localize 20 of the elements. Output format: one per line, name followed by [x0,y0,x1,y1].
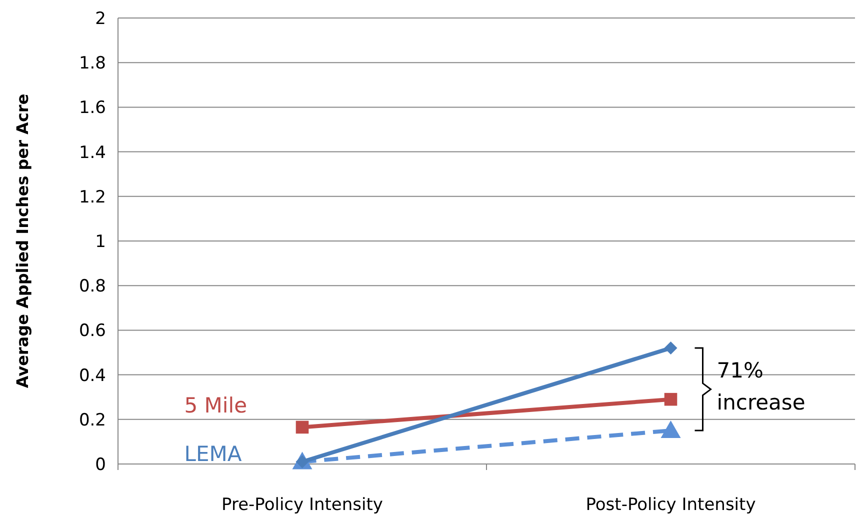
annotation: 71% increase [716,358,806,414]
y-tick-label: 0.2 [78,410,106,430]
y-tick-label: 1.6 [78,98,106,118]
point [296,420,309,434]
y-tick-label: 2 [95,8,106,29]
y-tick-label: 0.4 [78,366,106,386]
point [664,392,678,406]
x-tick-label: Pre-Policy Intensity [222,495,383,515]
x-tick-label: Post-Policy Intensity [586,495,756,515]
y-tick-label: 0.8 [78,276,106,297]
y-tick-label: 0 [95,454,106,475]
y-axis-title: Average Applied Inches per Acre [13,94,32,388]
text: LEMA [184,442,242,466]
y-tick-label: 0.6 [78,321,106,342]
text: 5 Mile [184,394,247,418]
y-tick-label: 1.4 [78,142,106,163]
y-tick-label: 1.8 [78,54,106,74]
y-tick-label: 1 [95,232,106,252]
point [664,342,678,355]
y-tick-label: 1.2 [78,187,106,208]
